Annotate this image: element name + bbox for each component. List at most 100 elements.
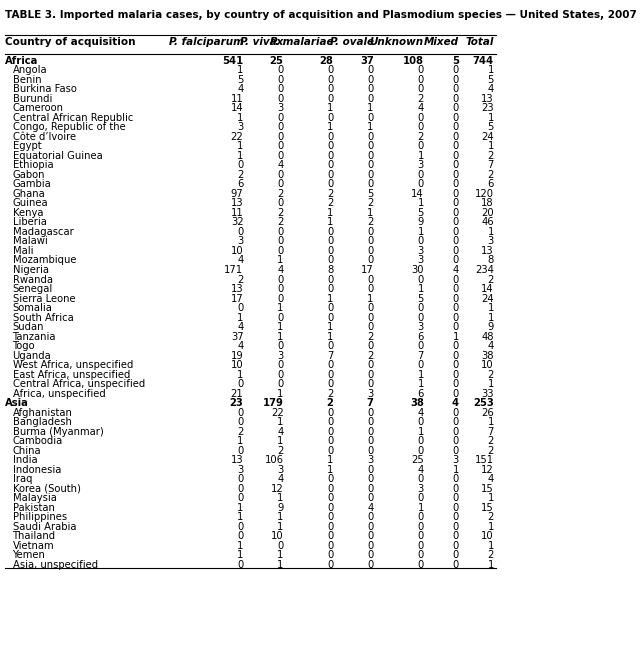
Text: 0: 0 [278, 151, 283, 161]
Text: 1: 1 [488, 493, 494, 503]
Text: 6: 6 [417, 332, 424, 341]
Text: 0: 0 [237, 379, 244, 389]
Text: 0: 0 [367, 446, 374, 455]
Text: 2: 2 [367, 198, 374, 208]
Text: 0: 0 [453, 522, 459, 532]
Text: 0: 0 [278, 294, 283, 304]
Text: 0: 0 [328, 132, 333, 142]
Text: 0: 0 [237, 160, 244, 170]
Text: 17: 17 [361, 265, 374, 275]
Text: Burma (Myanmar): Burma (Myanmar) [13, 427, 103, 437]
Text: 0: 0 [417, 84, 424, 94]
Text: 0: 0 [367, 360, 374, 370]
Text: 1: 1 [367, 103, 374, 113]
Text: 1: 1 [237, 113, 244, 123]
Text: 14: 14 [481, 284, 494, 294]
Text: 4: 4 [367, 503, 374, 513]
Text: 0: 0 [417, 493, 424, 503]
Text: 1: 1 [488, 65, 494, 75]
Text: 4: 4 [488, 84, 494, 94]
Text: Egypt: Egypt [13, 141, 41, 151]
Text: 0: 0 [417, 170, 424, 180]
Text: 0: 0 [453, 341, 459, 351]
Text: 0: 0 [453, 379, 459, 389]
Text: 0: 0 [453, 93, 459, 103]
Text: 744: 744 [473, 56, 494, 66]
Text: 0: 0 [278, 132, 283, 142]
Text: 0: 0 [453, 113, 459, 123]
Text: 179: 179 [263, 398, 283, 408]
Text: Gambia: Gambia [13, 180, 51, 190]
Text: 2: 2 [277, 208, 283, 218]
Text: 7: 7 [367, 398, 374, 408]
Text: 0: 0 [453, 255, 459, 265]
Text: 1: 1 [417, 198, 424, 208]
Text: 0: 0 [328, 446, 333, 455]
Text: 0: 0 [278, 274, 283, 284]
Text: 0: 0 [367, 417, 374, 427]
Text: 0: 0 [453, 274, 459, 284]
Text: 4: 4 [237, 341, 244, 351]
Text: 2: 2 [417, 93, 424, 103]
Text: P. ovale: P. ovale [329, 37, 374, 47]
Text: 2: 2 [328, 189, 333, 199]
Text: Indonesia: Indonesia [13, 465, 61, 475]
Text: 5: 5 [237, 75, 244, 85]
Text: 4: 4 [278, 265, 283, 275]
Text: 0: 0 [453, 550, 459, 560]
Text: 0: 0 [453, 294, 459, 304]
Text: 1: 1 [277, 322, 283, 332]
Text: 28: 28 [320, 56, 333, 66]
Text: 4: 4 [278, 427, 283, 437]
Text: 0: 0 [367, 427, 374, 437]
Text: 0: 0 [237, 532, 244, 542]
Text: 1: 1 [237, 370, 244, 380]
Text: East Africa, unspecified: East Africa, unspecified [13, 370, 130, 380]
Text: 0: 0 [367, 113, 374, 123]
Text: 0: 0 [367, 532, 374, 542]
Text: 0: 0 [453, 560, 459, 570]
Text: 0: 0 [328, 284, 333, 294]
Text: 0: 0 [278, 341, 283, 351]
Text: 0: 0 [328, 560, 333, 570]
Text: 0: 0 [328, 408, 333, 418]
Text: 10: 10 [271, 532, 283, 542]
Text: 0: 0 [278, 284, 283, 294]
Text: 0: 0 [453, 427, 459, 437]
Text: 0: 0 [237, 417, 244, 427]
Text: 0: 0 [453, 541, 459, 551]
Text: Saudi Arabia: Saudi Arabia [13, 522, 76, 532]
Text: 0: 0 [328, 370, 333, 380]
Text: 4: 4 [417, 465, 424, 475]
Text: 22: 22 [271, 408, 283, 418]
Text: Philippines: Philippines [13, 512, 67, 522]
Text: 0: 0 [278, 180, 283, 190]
Text: 7: 7 [417, 351, 424, 361]
Text: 108: 108 [403, 56, 424, 66]
Text: Uganda: Uganda [13, 351, 51, 361]
Text: 0: 0 [367, 84, 374, 94]
Text: Ethiopia: Ethiopia [13, 160, 53, 170]
Text: 0: 0 [367, 493, 374, 503]
Text: 0: 0 [417, 303, 424, 313]
Text: 1: 1 [277, 522, 283, 532]
Text: 1: 1 [488, 417, 494, 427]
Text: 2: 2 [277, 446, 283, 455]
Text: 0: 0 [417, 312, 424, 323]
Text: 6: 6 [417, 389, 424, 398]
Text: 0: 0 [417, 474, 424, 484]
Text: 23: 23 [481, 103, 494, 113]
Text: 0: 0 [278, 379, 283, 389]
Text: Pakistan: Pakistan [13, 503, 54, 513]
Text: 3: 3 [417, 246, 424, 256]
Text: 0: 0 [367, 284, 374, 294]
Text: 151: 151 [475, 455, 494, 465]
Text: 0: 0 [367, 151, 374, 161]
Text: 0: 0 [417, 75, 424, 85]
Text: 0: 0 [328, 227, 333, 237]
Text: 14: 14 [231, 103, 244, 113]
Text: 23: 23 [229, 398, 244, 408]
Text: 0: 0 [367, 303, 374, 313]
Text: 0: 0 [237, 484, 244, 494]
Text: 0: 0 [328, 522, 333, 532]
